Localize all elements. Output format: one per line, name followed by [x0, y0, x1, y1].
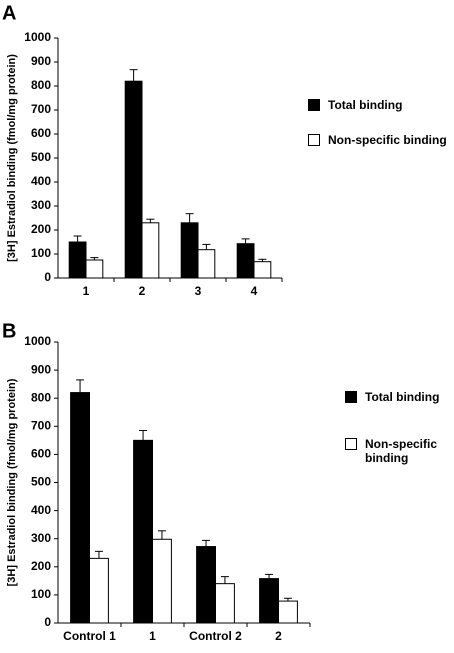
x-tick-label: Control 1: [63, 629, 116, 643]
bar: [124, 80, 143, 279]
legend-swatch: [308, 134, 320, 146]
bar: [253, 261, 272, 279]
y-tick-label: 900: [31, 362, 51, 376]
panel-label: B: [2, 320, 16, 342]
bar: [152, 538, 172, 624]
y-tick-label: 100: [31, 587, 51, 601]
bar: [89, 557, 109, 624]
legend-item: Non-specific binding: [308, 133, 454, 147]
legend-swatch: [345, 391, 357, 403]
legend-swatch: [345, 438, 357, 450]
y-tick-label: 500: [31, 150, 51, 164]
bar: [133, 439, 154, 624]
x-tick-label: 1: [83, 284, 90, 298]
y-tick-label: 200: [31, 222, 51, 236]
y-tick-label: 300: [31, 531, 51, 545]
y-tick-label: 800: [31, 390, 51, 404]
y-tick-label: 600: [31, 126, 51, 140]
bar: [70, 392, 90, 624]
x-tick-label: 1: [149, 629, 156, 643]
panel-label: A: [2, 2, 16, 24]
bar: [215, 583, 235, 624]
y-tick-label: 1000: [24, 30, 51, 44]
bar: [197, 249, 216, 279]
legend-label: Non-specific binding: [328, 133, 447, 147]
y-tick-label: 100: [31, 246, 51, 260]
x-tick-label: 4: [251, 284, 258, 298]
y-tick-label: 0: [44, 270, 51, 284]
bar: [85, 259, 104, 279]
bar: [278, 600, 298, 624]
y-tick-label: 500: [31, 475, 51, 489]
y-tick-label: 600: [31, 447, 51, 461]
legend-label: Total binding: [365, 390, 440, 404]
y-tick-label: 200: [31, 559, 51, 573]
x-tick-label: 3: [195, 284, 202, 298]
bar: [236, 243, 255, 279]
bar: [259, 578, 280, 624]
y-tick-label: 0: [44, 615, 51, 629]
bar: [180, 222, 199, 279]
legend-item: Total binding: [345, 390, 445, 404]
y-tick-label: 400: [31, 174, 51, 188]
x-tick-label: 2: [275, 629, 282, 643]
legend-swatch: [308, 99, 320, 111]
y-tick-label: 300: [31, 198, 51, 212]
y-axis-label: [3H] Estradiol binding (fmol/mg protein): [6, 54, 18, 262]
x-tick-label: 2: [139, 284, 146, 298]
legend-label: Non-specific binding: [365, 437, 438, 465]
y-tick-label: 700: [31, 418, 51, 432]
legend-label: Total binding: [328, 98, 403, 112]
bar: [68, 241, 87, 279]
legend-item: Total binding: [308, 98, 454, 112]
y-tick-label: 800: [31, 78, 51, 92]
bar: [196, 546, 217, 624]
y-axis-label: [3H] Estradiol binding (fmol/mg protein): [6, 378, 18, 586]
y-tick-label: 400: [31, 503, 51, 517]
y-tick-label: 1000: [24, 334, 51, 348]
y-tick-label: 900: [31, 54, 51, 68]
x-tick-label: Control 2: [189, 629, 242, 643]
bar: [141, 222, 160, 279]
legend-item: Non-specific binding: [345, 437, 445, 465]
y-tick-label: 700: [31, 102, 51, 116]
